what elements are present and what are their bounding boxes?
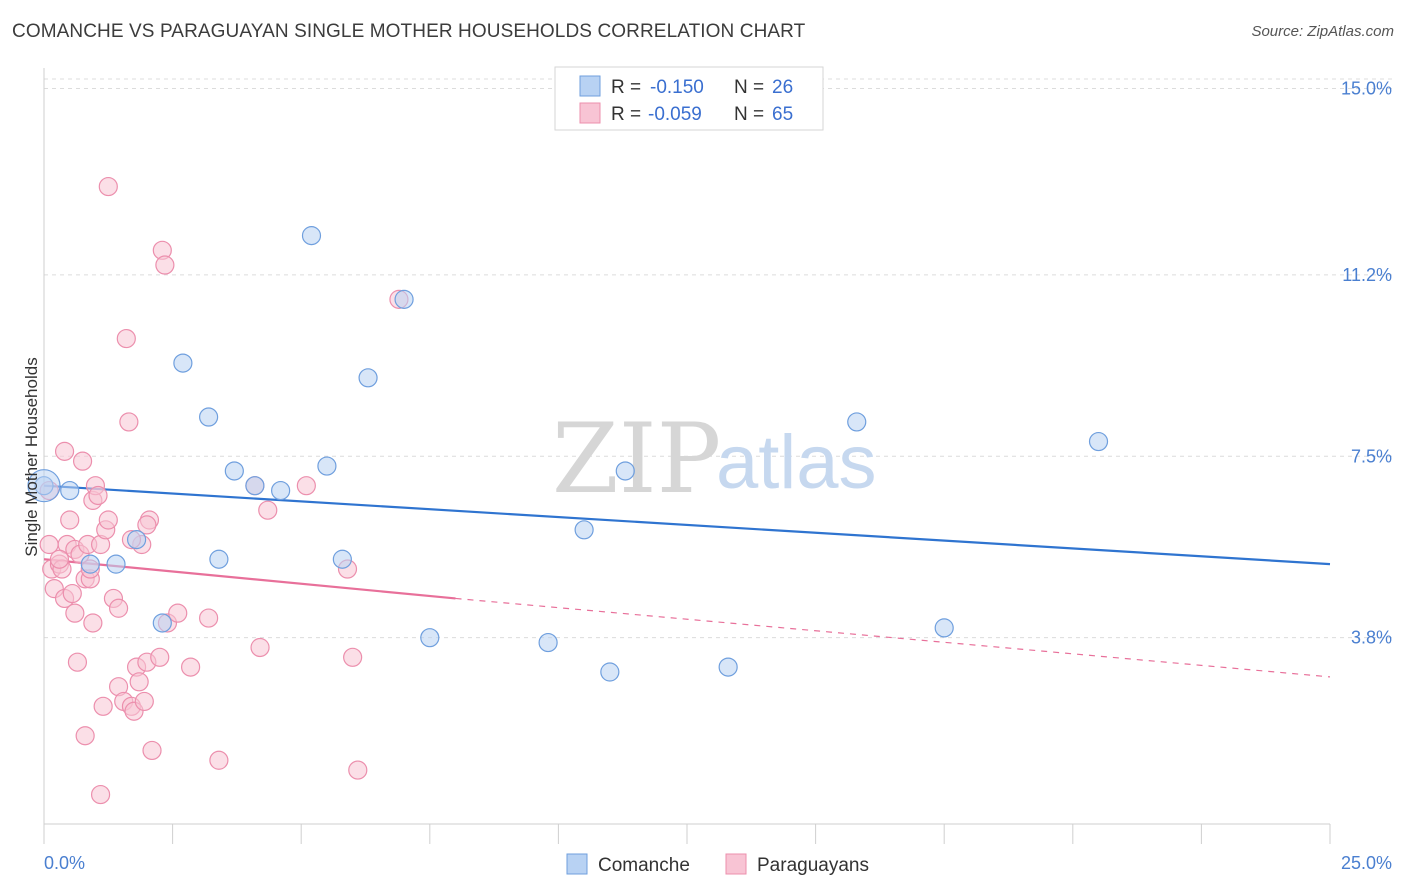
paraguayan-point: [98, 176, 118, 197]
comanche-point: [271, 480, 291, 501]
paraguayan-point: [348, 760, 368, 780]
legend-n-label-1: N =: [734, 77, 764, 98]
comanche-point: [106, 554, 126, 574]
legend-swatch-comanche: [579, 75, 601, 97]
axes: [43, 68, 1331, 844]
paraguayan-point: [155, 255, 175, 275]
comanche-point: [245, 476, 265, 496]
legend-r-label-1: R =: [611, 77, 641, 98]
comanche-point: [934, 618, 954, 638]
comanche-point: [615, 461, 635, 481]
comanche-point: [199, 407, 219, 427]
legend-r-label-2: R =: [611, 104, 641, 125]
stats-legend: R = -0.150 N = 26 R = -0.059 N = 65: [554, 66, 824, 131]
chart-title: COMANCHE VS PARAGUAYAN SINGLE MOTHER HOU…: [12, 21, 806, 42]
y-axis-label: Single Mother Households: [22, 357, 41, 556]
paraguayan-point: [134, 691, 154, 712]
comanche-point: [718, 657, 738, 677]
paraguayan-point: [65, 603, 85, 623]
paraguayan-point: [62, 583, 82, 604]
paraguayan-point: [250, 637, 270, 658]
comanche-point: [847, 412, 867, 432]
x-tick-label: 25.0%: [1341, 853, 1392, 873]
paraguayan-point: [142, 740, 162, 761]
paraguayan-point: [258, 500, 278, 520]
comanche-point: [173, 353, 193, 373]
bottom-legend-paraguayans: Paraguayans: [757, 855, 869, 876]
comanche-point: [574, 520, 594, 540]
paraguayan-point: [150, 647, 170, 667]
paraguayan-point: [67, 652, 88, 672]
comanche-point: [317, 456, 337, 476]
paraguayan-point: [108, 598, 129, 618]
grid-lines: [44, 78, 1392, 639]
paraguayan-point: [181, 657, 201, 677]
legend-r-value-1: -0.150: [650, 77, 704, 98]
source-label: Source: ZipAtlas.com: [1251, 23, 1394, 40]
paraguayan-point: [83, 613, 103, 633]
paraguayan-point: [90, 784, 111, 805]
legend-swatch-paraguayans: [579, 102, 601, 124]
legend-r-value-2: -0.059: [648, 104, 702, 125]
x-tick-labels: 0.0% 25.0%: [44, 853, 1392, 873]
paraguayan-trend-line: [43, 558, 456, 600]
legend-n-value-1: 26: [772, 77, 793, 98]
x-tick-label: 0.0%: [44, 853, 85, 873]
comanche-point: [394, 289, 414, 309]
y-tick-label: 7.5%: [1351, 446, 1392, 466]
watermark: ZIP atlas: [552, 403, 877, 515]
bottom-legend-swatch-paraguayans: [725, 853, 747, 875]
comanche-point: [126, 530, 147, 550]
comanche-point: [301, 226, 322, 246]
comanche-point: [538, 632, 558, 653]
legend-n-label-2: N =: [734, 104, 764, 125]
bottom-legend-comanche: Comanche: [598, 855, 690, 876]
paraguayan-point: [93, 696, 113, 716]
paraguayan-point: [343, 647, 363, 667]
comanche-point: [224, 461, 244, 481]
paraguayan-point: [88, 485, 108, 506]
legend-n-value-2: 65: [772, 104, 793, 125]
paraguayan-trend-extension: [455, 597, 1331, 678]
paraguayan-point: [75, 726, 95, 746]
paraguayan-point: [168, 603, 188, 623]
paraguayan-point: [49, 549, 70, 569]
series-legend: Comanche Paraguayans: [566, 853, 869, 876]
y-tick-labels: 3.8% 7.5% 11.2% 15.0%: [1341, 79, 1392, 648]
bottom-legend-swatch-comanche: [566, 853, 588, 875]
paraguayan-point: [54, 441, 75, 461]
paraguayan-point: [296, 476, 316, 496]
y-tick-label: 11.2%: [1342, 265, 1392, 285]
watermark-atlas: atlas: [716, 420, 877, 505]
paraguayan-point: [199, 608, 219, 628]
paraguayan-point: [72, 451, 93, 471]
comanche-point: [358, 368, 378, 388]
paraguayan-point: [129, 672, 149, 692]
comanche-trend-line: [43, 484, 1331, 566]
y-tick-label: 15.0%: [1341, 79, 1392, 99]
comanche-point: [60, 480, 80, 501]
comanche-point: [209, 549, 229, 569]
comanche-point: [332, 549, 352, 569]
comanche-point: [27, 469, 61, 503]
comanche-point: [152, 613, 172, 633]
watermark-zip: ZIP: [552, 403, 721, 515]
paraguayan-point: [98, 510, 118, 530]
comanche-point: [1088, 431, 1109, 452]
data-points: [27, 176, 1109, 805]
paraguayan-point: [137, 515, 157, 535]
comanche-point: [420, 628, 440, 648]
paraguayan-point: [116, 328, 136, 349]
paraguayan-point: [60, 510, 80, 530]
comanche-point: [80, 554, 100, 574]
comanche-point: [600, 662, 620, 682]
paraguayan-point: [209, 750, 229, 770]
paraguayan-point: [119, 412, 139, 432]
y-tick-label: 3.8%: [1351, 628, 1392, 648]
